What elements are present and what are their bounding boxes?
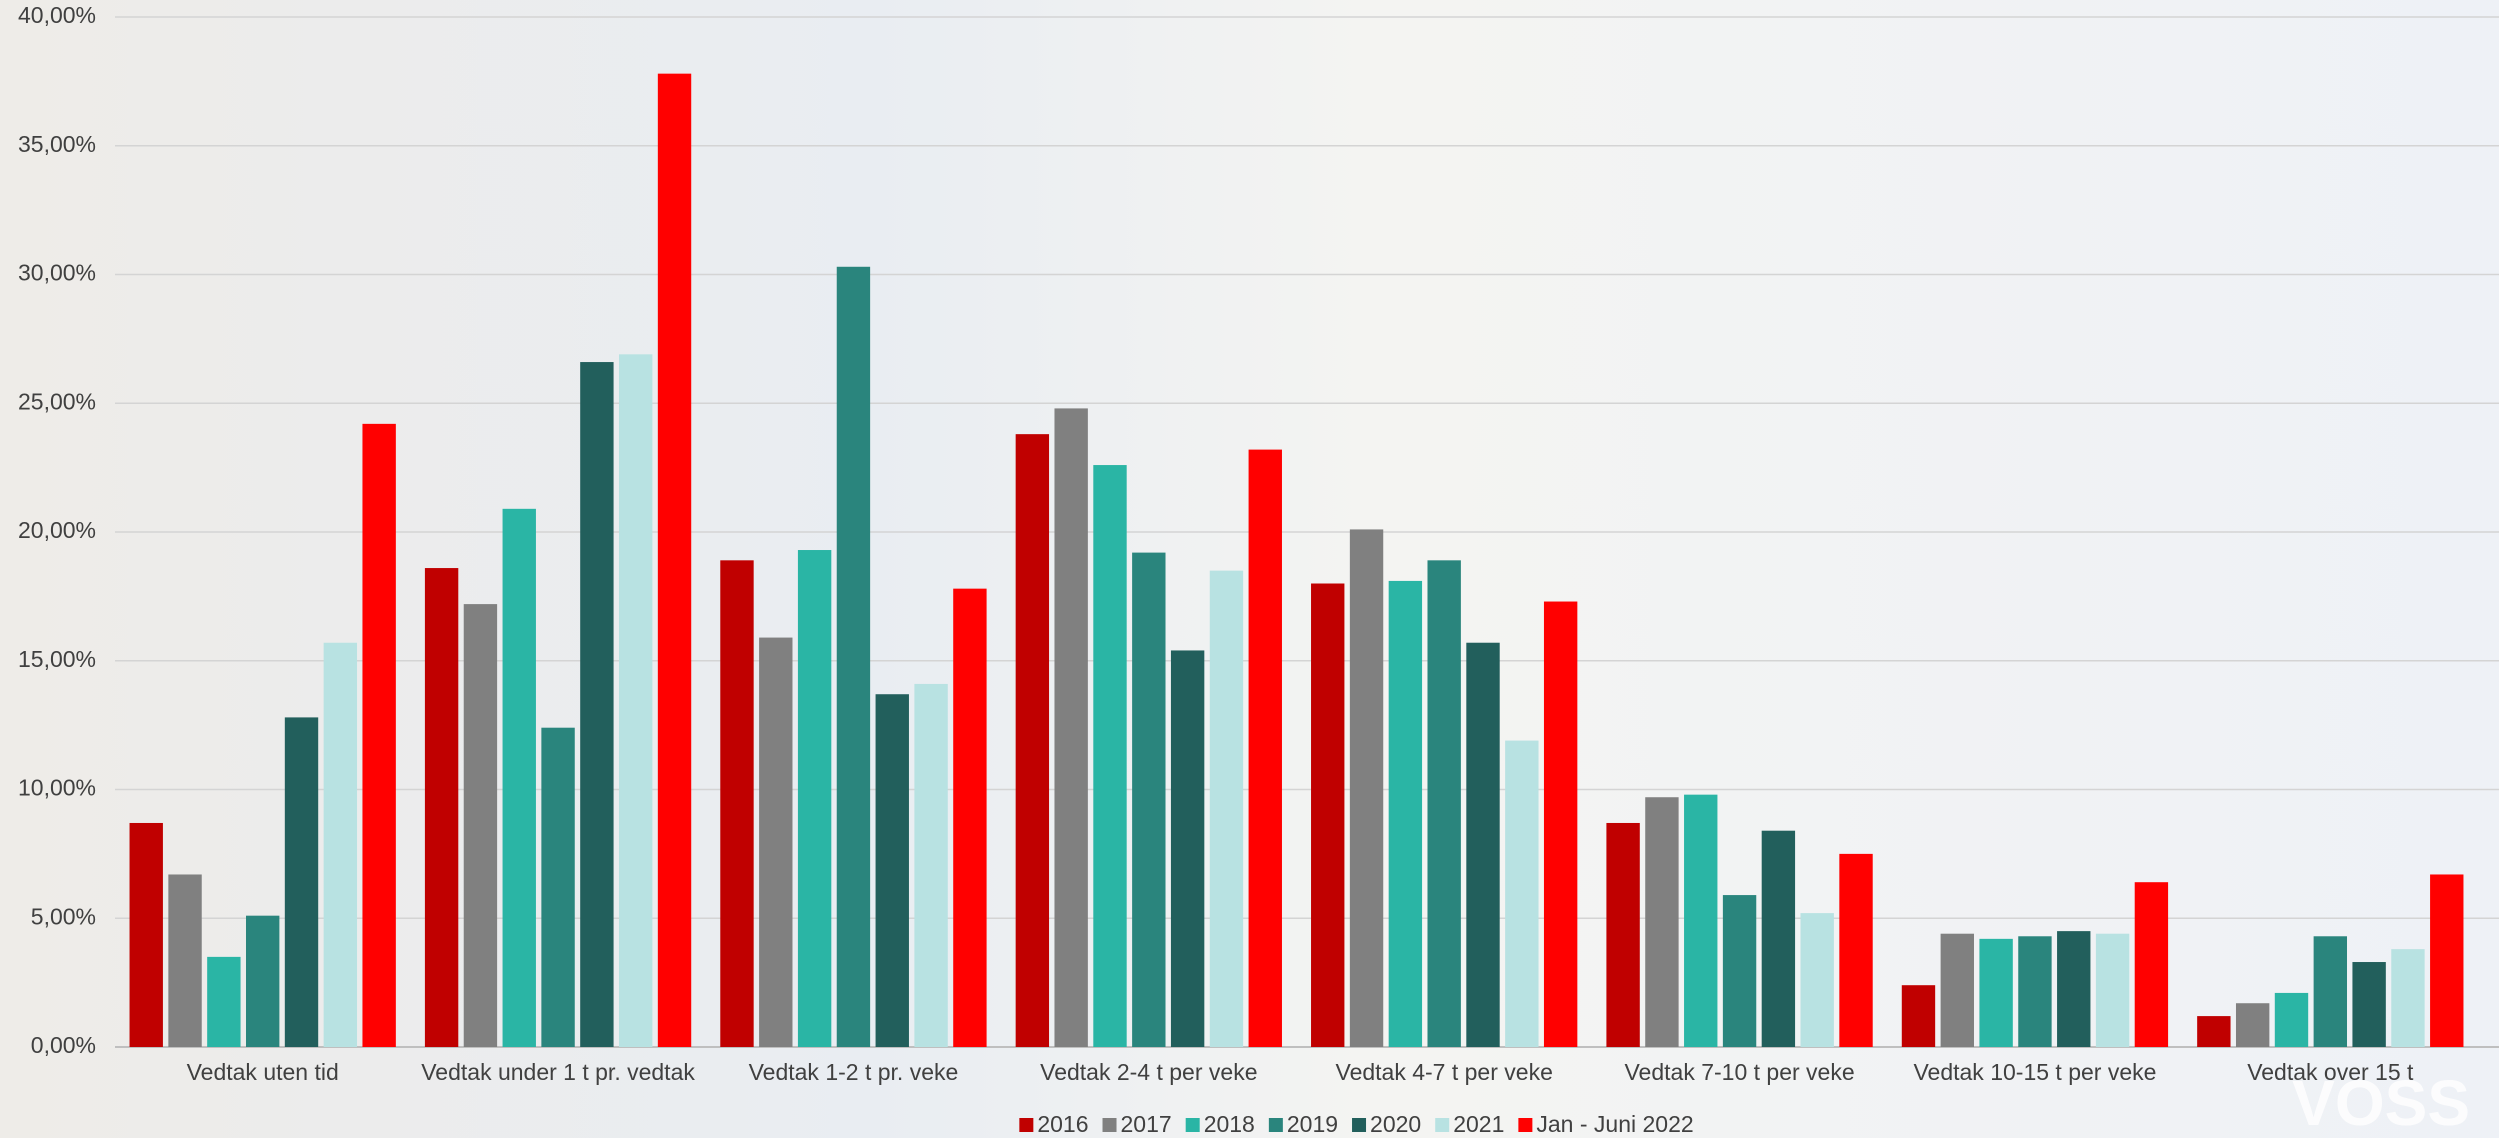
- bar: [1800, 913, 1834, 1047]
- legend-label: 2019: [1287, 1111, 1338, 1137]
- x-tick-label: Vedtak 10-15 t per veke: [1913, 1059, 2156, 1085]
- bar: [1606, 822, 1640, 1047]
- bar: [1132, 552, 1166, 1047]
- bar: [1311, 583, 1345, 1047]
- x-tick-label: Vedtak 7-10 t per veke: [1624, 1059, 1854, 1085]
- bar: [720, 560, 754, 1047]
- bar: [362, 423, 396, 1048]
- legend-swatch: [1185, 1118, 1200, 1132]
- bar: [1761, 830, 1796, 1047]
- legend-swatch: [1352, 1118, 1367, 1132]
- x-tick-label: Vedtak 4-7 t per veke: [1336, 1059, 1553, 1085]
- legend-swatch: [1019, 1118, 1034, 1132]
- bar: [1505, 740, 1539, 1047]
- x-tick-label: Vedtak over 15 t: [2247, 1059, 2414, 1085]
- bar: [1543, 601, 1578, 1047]
- logo: VOSS: [2292, 1067, 2470, 1138]
- bar: [1645, 797, 1679, 1047]
- bar: [1248, 449, 1282, 1048]
- bar: [1722, 895, 1757, 1047]
- bar: [1684, 794, 1718, 1047]
- bar: [2018, 936, 2052, 1047]
- y-tick-label: 10,00%: [18, 775, 96, 801]
- bar: [1940, 933, 1974, 1047]
- bar: [323, 642, 358, 1047]
- y-tick-label: 15,00%: [18, 646, 96, 672]
- y-tick-label: 35,00%: [18, 131, 96, 157]
- bar: [953, 588, 987, 1047]
- legend-label: 2016: [1037, 1111, 1088, 1137]
- bar: [759, 637, 793, 1047]
- bar: [2352, 962, 2386, 1047]
- bar: [1388, 580, 1423, 1047]
- bar: [2235, 1003, 2270, 1047]
- bar: [1093, 465, 1127, 1047]
- legend-swatch: [1518, 1118, 1533, 1132]
- bar: [1901, 985, 1936, 1047]
- bar: [657, 73, 692, 1047]
- bar: [2430, 874, 2464, 1047]
- x-tick-label: Vedtak under 1 t pr. vedtak: [421, 1059, 695, 1085]
- bar: [2313, 936, 2348, 1047]
- bar: [1349, 529, 1384, 1047]
- bar: [797, 550, 832, 1047]
- bar: [1170, 650, 1205, 1047]
- bar: [541, 727, 575, 1047]
- bar: [207, 956, 241, 1047]
- legend-swatch: [1268, 1118, 1283, 1132]
- bar: [2274, 992, 2309, 1047]
- bar: [129, 822, 163, 1047]
- bar: [836, 266, 871, 1047]
- bar: [424, 568, 459, 1047]
- bar: [2057, 931, 2091, 1047]
- bar: [1015, 434, 1050, 1047]
- bar: [1427, 560, 1461, 1047]
- bar: [2134, 882, 2169, 1047]
- bar: [245, 915, 280, 1047]
- y-tick-label: 40,00%: [18, 2, 96, 28]
- x-tick-label: Vedtak uten tid: [187, 1059, 339, 1085]
- bar: [1054, 408, 1088, 1047]
- bar: [580, 362, 614, 1047]
- bar: [284, 717, 319, 1047]
- y-tick-label: 0,00%: [31, 1032, 96, 1058]
- y-tick-label: 20,00%: [18, 517, 96, 543]
- bar: [1209, 570, 1244, 1047]
- bar: [875, 694, 909, 1047]
- bar: [2197, 1016, 2231, 1047]
- y-tick-label: 25,00%: [18, 388, 96, 414]
- legend-label: Jan - Juni 2022: [1536, 1111, 1693, 1137]
- y-tick-label: 30,00%: [18, 260, 96, 286]
- legend-label: 2018: [1204, 1111, 1255, 1137]
- y-tick-label: 5,00%: [31, 903, 96, 929]
- bar: [1839, 853, 1873, 1047]
- legend-swatch: [1435, 1118, 1450, 1132]
- bar: [914, 683, 948, 1047]
- bar: [619, 354, 653, 1047]
- legend-swatch: [1102, 1118, 1117, 1132]
- bar: [502, 508, 536, 1047]
- bar: [463, 604, 498, 1047]
- bar: [1979, 938, 2013, 1047]
- x-tick-label: Vedtak 1-2 t pr. veke: [749, 1059, 959, 1085]
- bar: [2095, 933, 2130, 1047]
- legend-label: 2021: [1453, 1111, 1504, 1137]
- bar: [1466, 642, 1500, 1047]
- bar: [168, 874, 202, 1047]
- legend-label: 2017: [1121, 1111, 1172, 1137]
- x-tick-label: Vedtak 2-4 t per veke: [1040, 1059, 1257, 1085]
- bar: [2391, 949, 2425, 1047]
- legend-label: 2020: [1370, 1111, 1421, 1137]
